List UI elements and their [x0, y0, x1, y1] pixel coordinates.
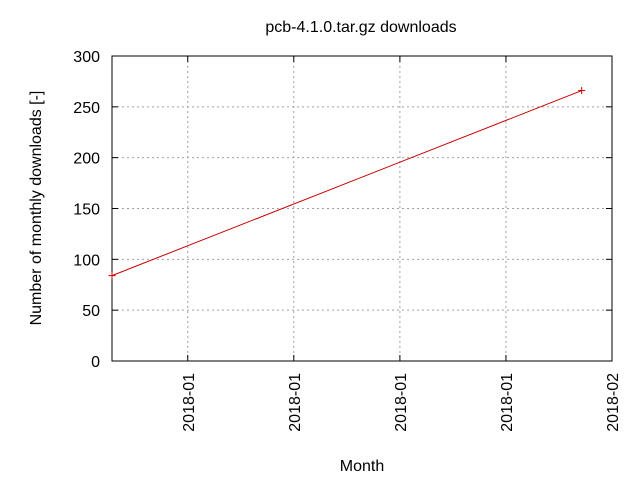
data-point	[108, 272, 116, 280]
y-tick-label: 250	[73, 100, 100, 117]
x-tick-label: 2018-01	[393, 373, 410, 432]
series-line	[111, 90, 582, 277]
x-tick-label: 2018-02	[605, 373, 622, 432]
y-tick-label: 100	[73, 252, 100, 269]
grid	[112, 56, 612, 361]
y-tick-label: 50	[82, 303, 100, 320]
x-tick-label: 2018-01	[499, 373, 516, 432]
data-point	[578, 87, 586, 95]
y-tick-label: 200	[73, 151, 100, 168]
x-axis: 2018-01 2018-01 2018-01 2018-01 2018-02	[181, 56, 622, 432]
y-axis: 0 50 100 150 200 250 300	[73, 49, 612, 371]
series-layer	[108, 87, 586, 280]
x-axis-label: Month	[340, 458, 384, 475]
y-tick-label: 0	[91, 354, 100, 371]
y-tick-label: 300	[73, 49, 100, 66]
y-axis-label: Number of monthly downloads [-]	[28, 91, 45, 326]
y-tick-label: 150	[73, 202, 100, 219]
x-tick-label: 2018-01	[287, 373, 304, 432]
chart-title: pcb-4.1.0.tar.gz downloads	[265, 19, 456, 36]
x-tick-label: 2018-01	[181, 373, 198, 432]
